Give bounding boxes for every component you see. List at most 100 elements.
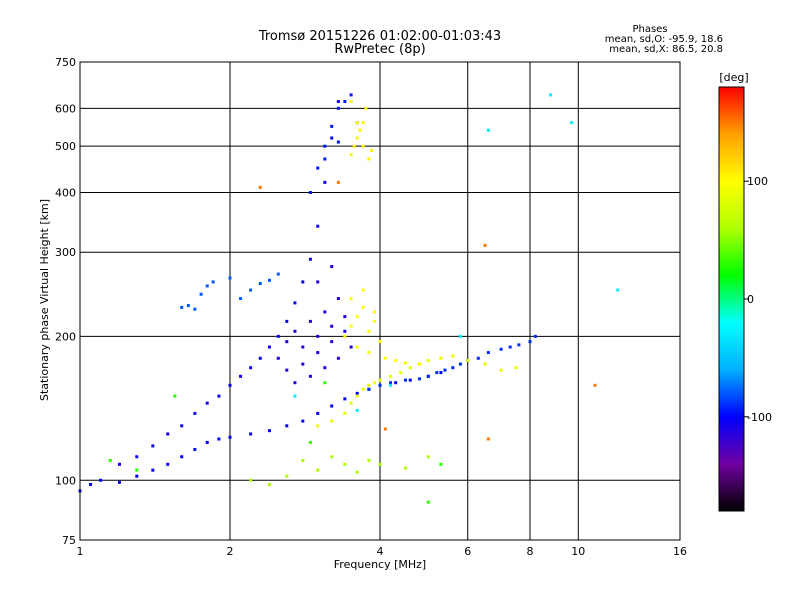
data-point: [117, 480, 121, 484]
colorbar: [deg] -100 0 100: [718, 71, 772, 512]
data-point: [249, 288, 253, 292]
data-point: [330, 265, 334, 269]
data-point: [367, 329, 371, 333]
data-point: [267, 482, 271, 486]
data-point: [355, 121, 359, 125]
data-point: [439, 462, 443, 466]
data-point: [389, 381, 393, 385]
stats-o: mean, sd,O: -95.9, 18.6: [605, 34, 723, 45]
data-point: [330, 340, 334, 344]
data-point: [336, 356, 340, 360]
data-point: [389, 383, 393, 387]
data-point: [89, 482, 93, 486]
data-point: [486, 351, 490, 355]
data-point: [533, 334, 537, 338]
data-point: [499, 368, 503, 372]
data-point: [370, 148, 374, 152]
data-point: [323, 157, 327, 161]
stats-heading: Phases: [632, 24, 667, 35]
data-point: [276, 334, 280, 338]
data-point: [349, 297, 353, 301]
data-point: [439, 356, 443, 360]
data-point: [570, 121, 574, 125]
data-point: [217, 394, 221, 398]
data-point: [228, 435, 232, 439]
data-point: [367, 157, 371, 161]
data-point: [323, 180, 327, 184]
data-point: [514, 366, 518, 370]
data-point: [285, 340, 289, 344]
axes: 1 2 4 6 8 10 16 75 100 200 300 400 500 600 750: [55, 56, 687, 558]
data-point: [355, 408, 359, 412]
data-point: [166, 432, 170, 436]
data-point: [316, 334, 320, 338]
data-point: [316, 351, 320, 355]
data-point: [151, 468, 155, 472]
data-point: [349, 345, 353, 349]
data-point: [616, 288, 620, 292]
data-point: [483, 362, 487, 366]
data-point: [99, 478, 103, 482]
data-point: [301, 419, 305, 423]
y-tick-label: 750: [55, 56, 76, 69]
data-point: [135, 474, 139, 478]
data-point: [301, 280, 305, 284]
data-point: [355, 315, 359, 319]
colorbar-tick-label: 100: [747, 175, 768, 188]
data-point: [399, 371, 403, 375]
data-point: [403, 361, 407, 365]
data-point: [239, 297, 243, 301]
data-point: [135, 468, 139, 472]
data-point: [301, 362, 305, 366]
data-point: [117, 462, 121, 466]
data-point: [330, 324, 334, 328]
data-point: [316, 166, 320, 170]
data-point: [301, 345, 305, 349]
data-point: [308, 319, 312, 323]
data-point: [499, 347, 503, 351]
plot-frame: [79, 61, 681, 541]
data-point: [394, 359, 398, 363]
data-point: [355, 345, 359, 349]
data-point: [323, 381, 327, 385]
data-point: [426, 374, 430, 378]
data-point: [308, 257, 312, 261]
stats-x: mean, sd,X: 86.5, 20.8: [609, 44, 723, 55]
data-point: [180, 305, 184, 309]
data-point: [355, 470, 359, 474]
data-point: [435, 371, 439, 375]
data-point: [316, 224, 320, 228]
data-point: [364, 106, 368, 110]
data-point: [355, 391, 359, 395]
data-point: [476, 356, 480, 360]
data-point: [458, 362, 462, 366]
x-tick-label: 8: [527, 545, 534, 558]
data-point: [349, 153, 353, 157]
x-tick-label: 10: [571, 545, 585, 558]
data-point: [367, 458, 371, 462]
colorbar-tick-label: 0: [747, 293, 754, 306]
data-point: [451, 366, 455, 370]
data-point: [217, 437, 221, 441]
data-point: [549, 93, 553, 97]
colorbar-tick-label: -100: [747, 411, 772, 424]
data-point: [426, 500, 430, 504]
data-point: [528, 340, 532, 344]
x-tick-label: 16: [673, 545, 687, 558]
data-point: [308, 440, 312, 444]
data-point: [293, 381, 297, 385]
data-point: [389, 374, 393, 378]
data-point: [483, 243, 487, 247]
colorbar-label: [deg]: [719, 71, 748, 84]
data-point: [343, 397, 347, 401]
data-point: [323, 366, 327, 370]
data-point: [352, 144, 356, 148]
data-point: [451, 354, 455, 358]
data-point: [186, 304, 190, 308]
y-tick-label: 100: [55, 474, 76, 487]
data-point: [403, 378, 407, 382]
data-point: [249, 366, 253, 370]
data-point: [316, 424, 320, 428]
data-point: [193, 307, 197, 311]
data-point: [293, 329, 297, 333]
